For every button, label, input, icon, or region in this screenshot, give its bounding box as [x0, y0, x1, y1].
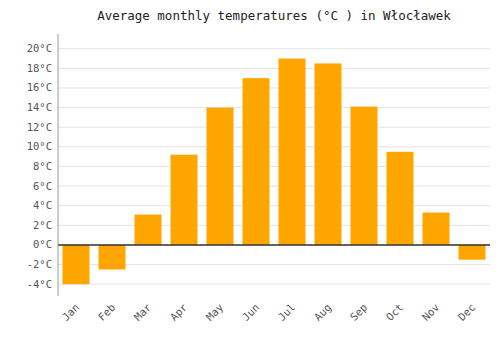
y-tick-label: 10°C	[27, 140, 52, 152]
bar	[315, 63, 342, 245]
bars	[63, 59, 486, 285]
x-tick-label: Feb	[96, 301, 118, 323]
chart-container: Average monthly temperatures (°C ) in Wł…	[0, 0, 500, 350]
x-tick-label: May	[204, 301, 226, 323]
x-tick-label: Mar	[132, 301, 154, 323]
y-tick-label: 6°C	[33, 180, 52, 192]
x-tick-label: Nov	[420, 301, 442, 323]
y-axis: -4°C -2°C 0°C 2°C 4°C 6°C 8°C 10°C 12°C 14°C 16°C 1…	[27, 42, 52, 290]
bar	[351, 107, 378, 245]
grid-line	[58, 48, 490, 49]
grid	[58, 49, 490, 285]
grid-line	[58, 166, 490, 167]
x-tick-label: Jun	[240, 301, 262, 323]
x-tick-label: Aug	[312, 301, 334, 323]
x-tick-label: Jul	[276, 301, 298, 323]
y-tick-label: 14°C	[27, 101, 52, 113]
x-tick-label: Sep	[348, 301, 370, 323]
grid-line	[58, 87, 490, 88]
y-tick-label: 8°C	[33, 160, 52, 172]
y-tick-label: 18°C	[27, 62, 52, 74]
chart-title: Average monthly temperatures (°C ) in Wł…	[97, 8, 451, 23]
bar	[63, 245, 90, 284]
grid-line	[58, 284, 490, 285]
zero-line	[58, 244, 490, 246]
chart-svg: Average monthly temperatures (°C ) in Wł…	[0, 0, 500, 350]
y-axis-line	[58, 34, 59, 296]
y-tick-label: 0°C	[33, 238, 52, 250]
bar	[387, 152, 414, 245]
grid-line	[58, 68, 490, 69]
x-tick-label: Apr	[168, 301, 190, 323]
bar	[243, 78, 270, 245]
y-tick-label: 20°C	[27, 42, 52, 54]
bar	[135, 215, 162, 245]
grid-line	[58, 127, 490, 128]
bar	[207, 108, 234, 245]
y-tick-label: 4°C	[33, 199, 52, 211]
y-tick-label: -2°C	[27, 258, 52, 270]
grid-line	[58, 146, 490, 147]
y-tick-label: 12°C	[27, 121, 52, 133]
grid-line	[58, 205, 490, 206]
bar	[99, 245, 126, 270]
grid-line	[58, 186, 490, 187]
y-tick-label: 2°C	[33, 219, 52, 231]
bar	[423, 213, 450, 245]
bar	[279, 59, 306, 245]
x-tick-label: Jan	[60, 301, 82, 323]
x-axis: Jan Feb Mar Apr May Jun Jul Aug Sep Oct Nov Dec	[60, 301, 478, 323]
grid-line	[58, 244, 490, 245]
grid-line	[58, 107, 490, 108]
bar	[459, 245, 486, 260]
x-tick-label: Oct	[384, 301, 406, 323]
bar	[171, 155, 198, 245]
x-tick-label: Dec	[456, 301, 478, 323]
y-tick-label: 16°C	[27, 81, 52, 93]
y-tick-label: -4°C	[27, 278, 52, 290]
